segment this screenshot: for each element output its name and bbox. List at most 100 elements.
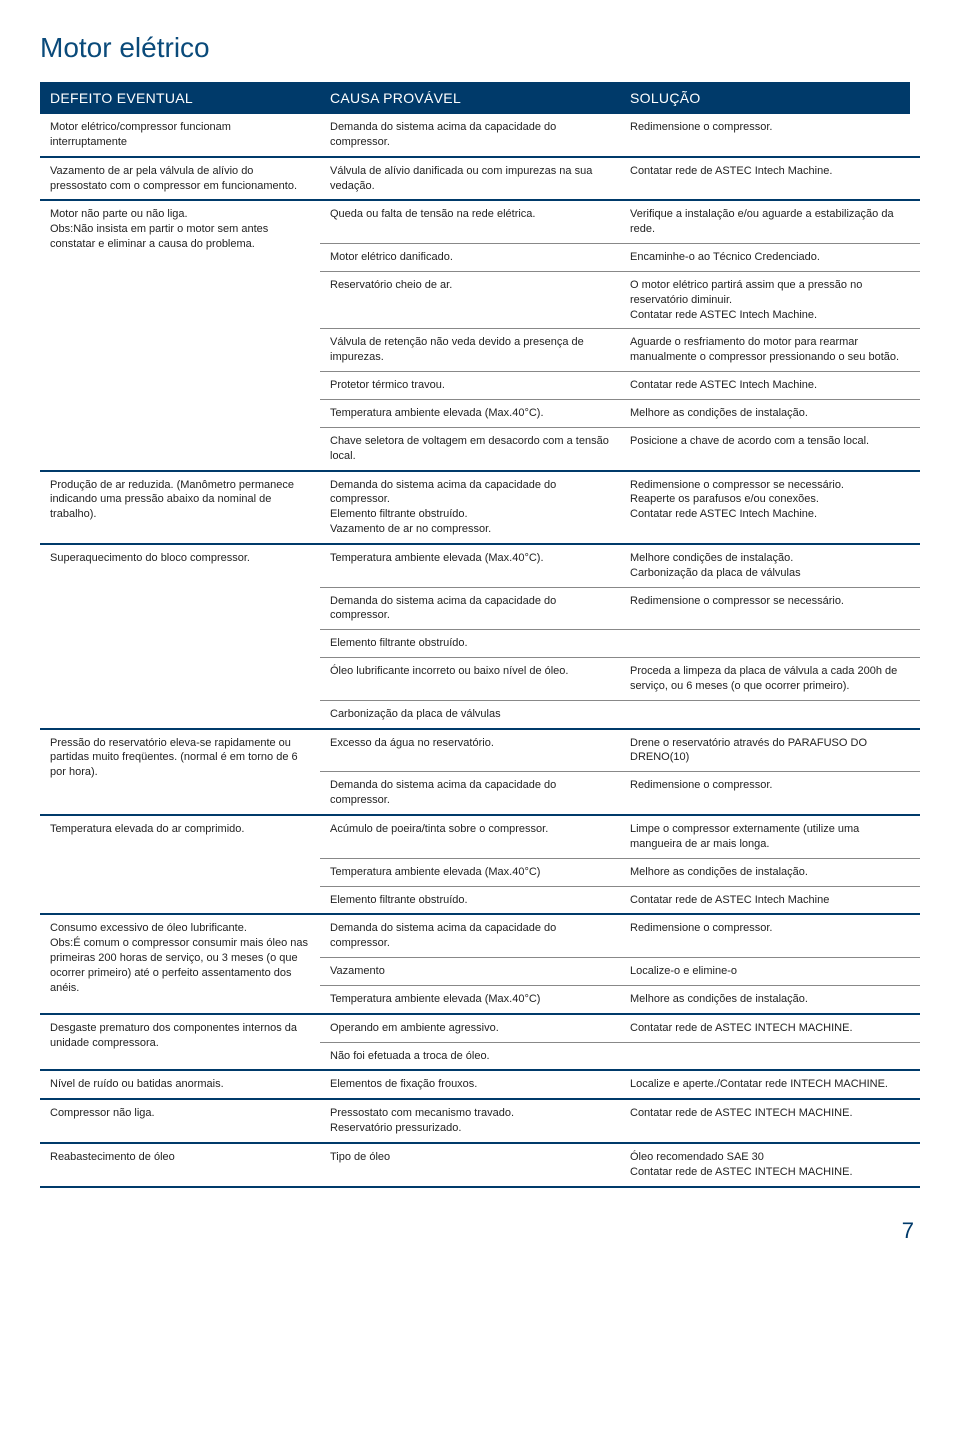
cause-cell: Protetor térmico travou.	[320, 372, 620, 399]
cause-cell: Demanda do sistema acima da capacidade d…	[320, 472, 620, 543]
cause-cell: Óleo lubrificante incorreto ou baixo nív…	[320, 658, 620, 700]
solution-cell	[620, 701, 910, 728]
pair-row: Demanda do sistema acima da capacidade d…	[320, 772, 920, 814]
cause-cell: Temperatura ambiente elevada (Max.40°C).	[320, 400, 620, 427]
table-row: Produção de ar reduzida. (Manômetro perm…	[40, 472, 920, 545]
solution-cell: Localize-o e elimine-o	[620, 958, 910, 985]
cause-cell: Demanda do sistema acima da capacidade d…	[320, 915, 620, 957]
cause-cell: Tipo de óleo	[320, 1144, 620, 1186]
cause-cell: Acúmulo de poeira/tinta sobre o compress…	[320, 816, 620, 858]
pair-row: Tipo de óleoÓleo recomendado SAE 30 Cont…	[320, 1144, 920, 1186]
cause-solution-pairs: Demanda do sistema acima da capacidade d…	[320, 114, 920, 156]
pair-row: Elemento filtrante obstruído.Contatar re…	[320, 887, 920, 914]
solution-cell: Melhore as condições de instalação.	[620, 400, 910, 427]
cause-cell: Chave seletora de voltagem em desacordo …	[320, 428, 620, 470]
pair-row: Motor elétrico danificado.Encaminhe-o ao…	[320, 244, 920, 272]
defect-cell: Reabastecimento de óleo	[40, 1144, 320, 1186]
cause-solution-pairs: Excesso da água no reservatório.Drene o …	[320, 730, 920, 814]
solution-cell: Redimensione o compressor.	[620, 915, 910, 957]
solution-cell: Aguarde o resfriamento do motor para rea…	[620, 329, 910, 371]
cause-cell: Elemento filtrante obstruído.	[320, 887, 620, 914]
solution-cell: Encaminhe-o ao Técnico Credenciado.	[620, 244, 910, 271]
table-row: Pressão do reservatório eleva-se rapidam…	[40, 730, 920, 816]
pair-row: Elemento filtrante obstruído.	[320, 630, 920, 658]
solution-cell	[620, 1043, 910, 1070]
solution-cell: O motor elétrico partirá assim que a pre…	[620, 272, 910, 329]
cause-cell: Reservatório cheio de ar.	[320, 272, 620, 329]
table-row: Nível de ruído ou batidas anormais.Eleme…	[40, 1071, 920, 1100]
pair-row: Pressostato com mecanismo travado. Reser…	[320, 1100, 920, 1142]
pair-row: Operando em ambiente agressivo.Contatar …	[320, 1015, 920, 1043]
defect-cell: Motor não parte ou não liga. Obs:Não ins…	[40, 201, 320, 469]
cause-cell: Vazamento	[320, 958, 620, 985]
cause-cell: Válvula de alívio danificada ou com impu…	[320, 158, 620, 200]
table-row: Desgaste prematuro dos componentes inter…	[40, 1015, 920, 1072]
cause-cell: Elemento filtrante obstruído.	[320, 630, 620, 657]
pair-row: VazamentoLocalize-o e elimine-o	[320, 958, 920, 986]
solution-cell: Redimensione o compressor.	[620, 114, 910, 156]
cause-cell: Operando em ambiente agressivo.	[320, 1015, 620, 1042]
table-header-row: DEFEITO EVENTUAL CAUSA PROVÁVEL SOLUÇÃO	[40, 82, 920, 114]
cause-solution-pairs: Queda ou falta de tensão na rede elétric…	[320, 201, 920, 469]
cause-cell: Demanda do sistema acima da capacidade d…	[320, 772, 620, 814]
pair-row: Demanda do sistema acima da capacidade d…	[320, 472, 920, 543]
cause-cell: Demanda do sistema acima da capacidade d…	[320, 588, 620, 630]
cause-solution-pairs: Operando em ambiente agressivo.Contatar …	[320, 1015, 920, 1070]
page-title: Motor elétrico	[40, 32, 920, 64]
table-row: Motor elétrico/compressor funcionam inte…	[40, 114, 920, 158]
defect-cell: Temperatura elevada do ar comprimido.	[40, 816, 320, 913]
cause-solution-pairs: Acúmulo de poeira/tinta sobre o compress…	[320, 816, 920, 913]
table-row: Temperatura elevada do ar comprimido.Acú…	[40, 816, 920, 915]
solution-cell: Redimensione o compressor.	[620, 772, 910, 814]
solution-cell: Proceda a limpeza da placa de válvula a …	[620, 658, 910, 700]
cause-solution-pairs: Tipo de óleoÓleo recomendado SAE 30 Cont…	[320, 1144, 920, 1186]
pair-row: Reservatório cheio de ar.O motor elétric…	[320, 272, 920, 330]
cause-cell: Temperatura ambiente elevada (Max.40°C)	[320, 986, 620, 1013]
cause-solution-pairs: Demanda do sistema acima da capacidade d…	[320, 915, 920, 1012]
pair-row: Demanda do sistema acima da capacidade d…	[320, 915, 920, 958]
solution-cell: Localize e aperte./Contatar rede INTECH …	[620, 1071, 910, 1098]
pair-row: Temperatura ambiente elevada (Max.40°C).…	[320, 400, 920, 428]
solution-cell: Posicione a chave de acordo com a tensão…	[620, 428, 910, 470]
pair-row: Temperatura ambiente elevada (Max.40°C)M…	[320, 859, 920, 887]
cause-solution-pairs: Elementos de fixação frouxos.Localize e …	[320, 1071, 920, 1098]
cause-solution-pairs: Pressostato com mecanismo travado. Reser…	[320, 1100, 920, 1142]
header-cause: CAUSA PROVÁVEL	[320, 82, 620, 114]
pair-row: Demanda do sistema acima da capacidade d…	[320, 114, 920, 156]
pair-row: Óleo lubrificante incorreto ou baixo nív…	[320, 658, 920, 701]
table-row: Superaquecimento do bloco compressor.Tem…	[40, 545, 920, 730]
troubleshoot-table: Motor elétrico/compressor funcionam inte…	[40, 114, 920, 1188]
defect-cell: Superaquecimento do bloco compressor.	[40, 545, 320, 728]
solution-cell: Contatar rede ASTEC Intech Machine.	[620, 372, 910, 399]
table-row: Motor não parte ou não liga. Obs:Não ins…	[40, 201, 920, 471]
cause-solution-pairs: Válvula de alívio danificada ou com impu…	[320, 158, 920, 200]
cause-cell: Excesso da água no reservatório.	[320, 730, 620, 772]
pair-row: Temperatura ambiente elevada (Max.40°C)M…	[320, 986, 920, 1013]
defect-cell: Pressão do reservatório eleva-se rapidam…	[40, 730, 320, 814]
solution-cell: Contatar rede de ASTEC Intech Machine	[620, 887, 910, 914]
solution-cell: Óleo recomendado SAE 30 Contatar rede de…	[620, 1144, 910, 1186]
pair-row: Demanda do sistema acima da capacidade d…	[320, 588, 920, 631]
solution-cell: Redimensione o compressor se necessário.	[620, 588, 910, 630]
defect-cell: Vazamento de ar pela válvula de alívio d…	[40, 158, 320, 200]
cause-cell: Não foi efetuada a troca de óleo.	[320, 1043, 620, 1070]
pair-row: Queda ou falta de tensão na rede elétric…	[320, 201, 920, 244]
cause-cell: Demanda do sistema acima da capacidade d…	[320, 114, 620, 156]
pair-row: Excesso da água no reservatório.Drene o …	[320, 730, 920, 773]
solution-cell: Contatar rede de ASTEC INTECH MACHINE.	[620, 1100, 910, 1142]
pair-row: Válvula de alívio danificada ou com impu…	[320, 158, 920, 200]
pair-row: Não foi efetuada a troca de óleo.	[320, 1043, 920, 1070]
pair-row: Carbonização da placa de válvulas	[320, 701, 920, 728]
pair-row: Válvula de retenção não veda devido a pr…	[320, 329, 920, 372]
solution-cell: Redimensione o compressor se necessário.…	[620, 472, 910, 543]
header-defect: DEFEITO EVENTUAL	[40, 82, 320, 114]
defect-cell: Consumo excessivo de óleo lubrificante. …	[40, 915, 320, 1012]
cause-cell: Válvula de retenção não veda devido a pr…	[320, 329, 620, 371]
cause-cell: Temperatura ambiente elevada (Max.40°C)	[320, 859, 620, 886]
defect-cell: Motor elétrico/compressor funcionam inte…	[40, 114, 320, 156]
pair-row: Chave seletora de voltagem em desacordo …	[320, 428, 920, 470]
solution-cell: Limpe o compressor externamente (utilize…	[620, 816, 910, 858]
table-row: Consumo excessivo de óleo lubrificante. …	[40, 915, 920, 1014]
header-solution: SOLUÇÃO	[620, 82, 910, 114]
defect-cell: Produção de ar reduzida. (Manômetro perm…	[40, 472, 320, 543]
